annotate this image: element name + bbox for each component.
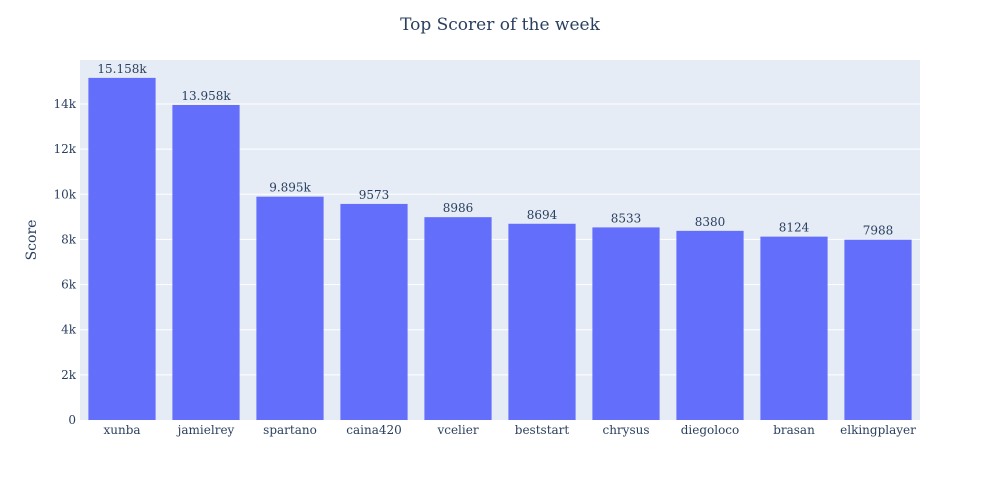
y-axis-label: Score: [24, 220, 40, 261]
data-label-elkingplayer: 7988: [863, 224, 894, 238]
x-tick-label-jamielrey: jamielrey: [176, 423, 235, 437]
bar-vcelier: [424, 217, 492, 420]
bar-brasan: [760, 236, 828, 420]
data-label-vcelier: 8986: [443, 201, 474, 215]
data-label-caina420: 9573: [359, 188, 390, 202]
y-tick-label: 12k: [53, 142, 76, 156]
y-tick-label: 2k: [61, 368, 77, 382]
x-tick-label-beststart: beststart: [515, 423, 570, 437]
bar-caina420: [340, 203, 408, 420]
x-tick-label-brasan: brasan: [773, 423, 815, 437]
x-tick-label-elkingplayer: elkingplayer: [840, 423, 916, 437]
bar-diegoloco: [676, 230, 744, 420]
data-label-jamielrey: 13.958k: [181, 89, 231, 103]
data-label-chrysus: 8533: [611, 211, 642, 225]
bar-jamielrey: [172, 104, 240, 420]
x-tick-label-chrysus: chrysus: [602, 423, 649, 437]
bar-spartano: [256, 196, 324, 420]
data-labels: 15.158k 13.958k 9.895k 9573 8986 8694 8533 8380…: [97, 62, 893, 238]
bar-elkingplayer: [844, 239, 912, 420]
y-tick-label: 14k: [53, 97, 76, 111]
y-tick-label: 8k: [61, 232, 77, 246]
data-label-beststart: 8694: [527, 208, 558, 222]
y-tick-label: 6k: [61, 278, 77, 292]
bar-beststart: [508, 223, 576, 420]
bar-xunba: [88, 77, 156, 421]
bars: [88, 77, 912, 421]
chart-title: Top Scorer of the week: [400, 15, 601, 35]
x-tick-label-vcelier: vcelier: [436, 423, 478, 437]
x-tick-label-diegoloco: diegoloco: [681, 423, 740, 437]
data-label-spartano: 9.895k: [269, 181, 311, 195]
data-label-diegoloco: 8380: [695, 215, 726, 229]
y-tick-label: 4k: [61, 323, 77, 337]
x-tick-label-spartano: spartano: [263, 423, 317, 437]
y-tick-label: 0: [68, 413, 76, 427]
x-axis-ticks: xunba jamielrey spartano caina420 vcelier bes…: [103, 423, 916, 437]
x-tick-label-caina420: caina420: [346, 423, 402, 437]
x-tick-label-xunba: xunba: [103, 423, 140, 437]
data-label-xunba: 15.158k: [97, 62, 147, 76]
bar-chrysus: [592, 227, 660, 420]
data-label-brasan: 8124: [779, 221, 810, 235]
y-tick-label: 10k: [53, 187, 76, 201]
y-axis-ticks: 0 2k 4k 6k 8k 10k 12k 14k: [53, 97, 76, 427]
